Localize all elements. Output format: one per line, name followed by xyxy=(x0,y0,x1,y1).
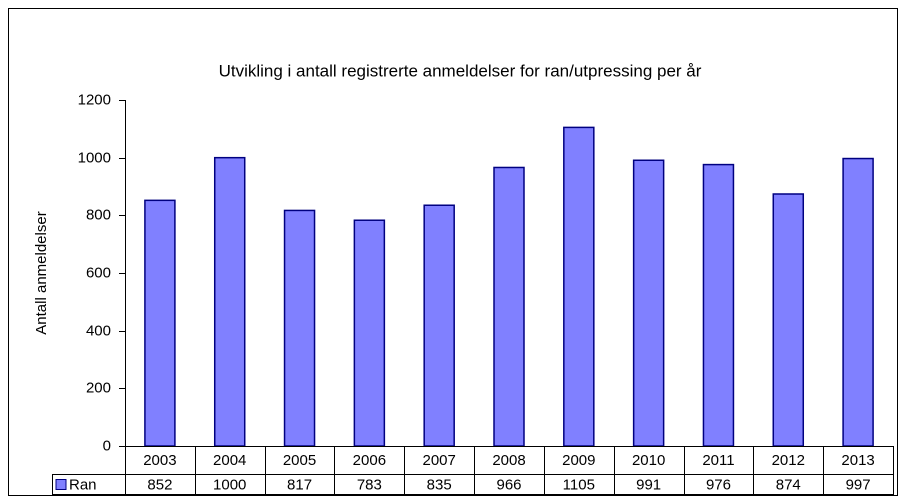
table-value: 1105 xyxy=(563,476,595,493)
x-tick-label: 2005 xyxy=(283,452,316,469)
bar xyxy=(213,156,246,447)
chart-title: Utvikling i antall registrerte anmeldels… xyxy=(219,61,702,80)
bar xyxy=(283,209,316,447)
x-tick-label: 2003 xyxy=(143,452,176,469)
bar xyxy=(423,204,455,447)
x-tick-label: 2008 xyxy=(492,452,525,469)
table-value: 852 xyxy=(147,476,172,493)
x-tick-label: 2007 xyxy=(422,452,455,469)
x-tick-label: 2010 xyxy=(632,452,665,469)
table-value: 966 xyxy=(496,476,521,493)
x-tick-label: 2004 xyxy=(213,452,246,469)
x-tick-label: 2011 xyxy=(702,452,734,469)
table-value: 874 xyxy=(776,476,801,493)
x-tick-label: 2006 xyxy=(353,452,386,469)
bar xyxy=(144,199,176,447)
y-tick-label: 1200 xyxy=(78,91,111,108)
bar xyxy=(493,166,525,447)
x-tick-label: 2009 xyxy=(562,452,595,469)
legend-label: Ran xyxy=(69,476,97,493)
x-tick-label: 2012 xyxy=(772,452,805,469)
y-axis-label: Antall anmeldelser xyxy=(33,211,50,334)
y-tick-label: 800 xyxy=(86,206,111,223)
bar xyxy=(702,163,735,447)
y-tick-label: 200 xyxy=(86,379,111,396)
x-tick-label: 2013 xyxy=(841,452,874,469)
y-tick-label: 0 xyxy=(103,437,111,454)
table-value: 783 xyxy=(357,476,382,493)
bar xyxy=(632,159,665,447)
y-tick-label: 600 xyxy=(86,264,111,281)
table-value: 976 xyxy=(706,476,731,493)
bar xyxy=(842,157,874,447)
bar xyxy=(353,219,386,447)
bar xyxy=(563,126,595,447)
table-value: 991 xyxy=(636,476,661,493)
table-value: 997 xyxy=(846,476,871,493)
table-value: 817 xyxy=(287,476,312,493)
table-value: 835 xyxy=(427,476,452,493)
table-value: 1000 xyxy=(213,476,246,493)
y-tick-label: 1000 xyxy=(78,149,111,166)
y-tick-label: 400 xyxy=(86,322,111,339)
bar xyxy=(772,193,805,447)
legend-swatch xyxy=(55,479,67,490)
